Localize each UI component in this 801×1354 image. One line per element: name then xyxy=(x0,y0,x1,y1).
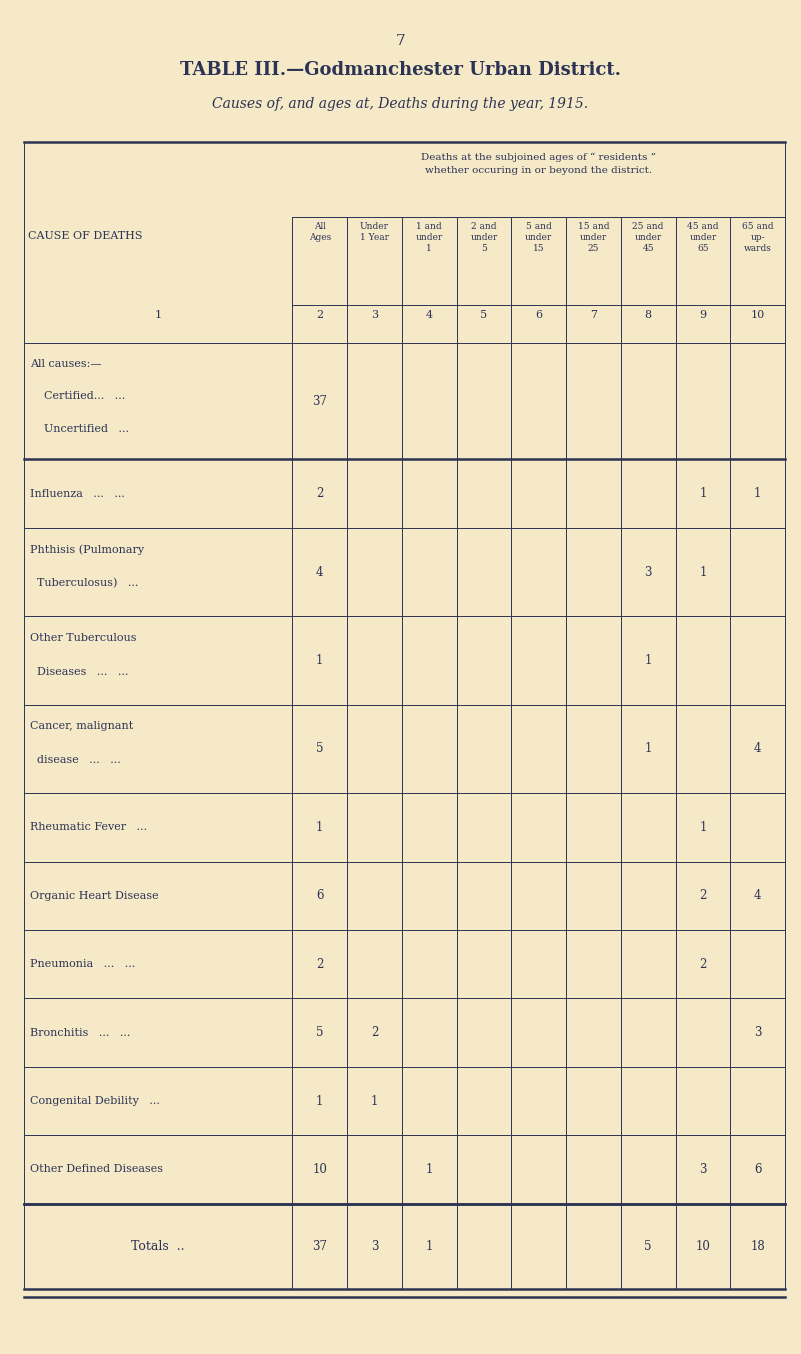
Text: 25 and
under
45: 25 and under 45 xyxy=(633,222,664,253)
Text: 3: 3 xyxy=(644,566,652,578)
Text: Uncertified   ...: Uncertified ... xyxy=(30,424,130,433)
Text: Diseases   ...   ...: Diseases ... ... xyxy=(30,666,129,677)
Text: 6: 6 xyxy=(754,1163,762,1177)
Text: 4: 4 xyxy=(316,566,324,578)
Text: 1: 1 xyxy=(645,654,652,668)
Text: 4: 4 xyxy=(754,890,762,902)
Text: 7: 7 xyxy=(590,310,597,320)
Text: Deaths at the subjoined ages of “ residents ”
whether occuring in or beyond the : Deaths at the subjoined ages of “ reside… xyxy=(421,153,656,175)
Text: CAUSE OF DEATHS: CAUSE OF DEATHS xyxy=(28,230,143,241)
Text: 37: 37 xyxy=(312,394,328,408)
Text: 2: 2 xyxy=(699,957,706,971)
Text: 65 and
up-
wards: 65 and up- wards xyxy=(742,222,773,253)
Text: 5 and
under
15: 5 and under 15 xyxy=(525,222,553,253)
Text: Under
1 Year: Under 1 Year xyxy=(360,222,389,242)
Text: 1: 1 xyxy=(699,821,706,834)
Text: 5: 5 xyxy=(316,1026,324,1039)
Text: 1: 1 xyxy=(754,487,761,500)
Text: 37: 37 xyxy=(312,1240,328,1252)
Text: 2: 2 xyxy=(316,957,324,971)
Text: 6: 6 xyxy=(535,310,542,320)
Text: Rheumatic Fever   ...: Rheumatic Fever ... xyxy=(30,822,147,833)
Text: 10: 10 xyxy=(695,1240,710,1252)
Text: 1: 1 xyxy=(316,1094,324,1108)
Text: Tuberculosus)   ...: Tuberculosus) ... xyxy=(30,578,139,589)
Text: 5: 5 xyxy=(644,1240,652,1252)
Text: 4: 4 xyxy=(754,742,762,756)
Text: 1: 1 xyxy=(316,821,324,834)
Text: 1: 1 xyxy=(155,310,162,320)
Text: 2 and
under
5: 2 and under 5 xyxy=(470,222,497,253)
Text: All
Ages: All Ages xyxy=(308,222,331,242)
Text: 1: 1 xyxy=(425,1240,433,1252)
Text: 3: 3 xyxy=(371,310,378,320)
Text: 18: 18 xyxy=(751,1240,765,1252)
Text: 1: 1 xyxy=(371,1094,378,1108)
Text: 3: 3 xyxy=(754,1026,762,1039)
Text: Certified...   ...: Certified... ... xyxy=(30,391,126,401)
Text: Other Defined Diseases: Other Defined Diseases xyxy=(30,1164,163,1174)
Text: Other Tuberculous: Other Tuberculous xyxy=(30,632,137,643)
Text: 2: 2 xyxy=(316,487,324,500)
Text: Influenza   ...   ...: Influenza ... ... xyxy=(30,489,125,498)
Text: 9: 9 xyxy=(699,310,706,320)
Text: 10: 10 xyxy=(751,310,765,320)
Text: 15 and
under
25: 15 and under 25 xyxy=(578,222,609,253)
Text: Congenital Debility   ...: Congenital Debility ... xyxy=(30,1095,160,1106)
Text: 1: 1 xyxy=(316,654,324,668)
Text: 5: 5 xyxy=(481,310,488,320)
Text: 2: 2 xyxy=(371,1026,378,1039)
Text: Organic Heart Disease: Organic Heart Disease xyxy=(30,891,159,900)
Text: 3: 3 xyxy=(371,1240,378,1252)
Text: 1: 1 xyxy=(699,566,706,578)
Text: 1: 1 xyxy=(425,1163,433,1177)
Text: disease   ...   ...: disease ... ... xyxy=(30,756,121,765)
Text: Pneumonia   ...   ...: Pneumonia ... ... xyxy=(30,959,135,969)
Text: 1 and
under
1: 1 and under 1 xyxy=(416,222,443,253)
Text: 6: 6 xyxy=(316,890,324,902)
Text: 10: 10 xyxy=(312,1163,327,1177)
Text: Bronchitis   ...   ...: Bronchitis ... ... xyxy=(30,1028,131,1037)
Text: Phthisis (Pulmonary: Phthisis (Pulmonary xyxy=(30,544,144,555)
Text: 45 and
under
65: 45 and under 65 xyxy=(687,222,718,253)
Text: All causes:—: All causes:— xyxy=(30,359,102,368)
Text: 8: 8 xyxy=(645,310,652,320)
Text: 4: 4 xyxy=(425,310,433,320)
Text: 3: 3 xyxy=(699,1163,706,1177)
Text: 2: 2 xyxy=(316,310,324,320)
Text: 1: 1 xyxy=(645,742,652,756)
Text: Cancer, malignant: Cancer, malignant xyxy=(30,720,134,731)
Text: 2: 2 xyxy=(699,890,706,902)
Text: Totals  ..: Totals .. xyxy=(131,1240,185,1252)
Text: 7: 7 xyxy=(396,34,405,47)
Text: 5: 5 xyxy=(316,742,324,756)
Text: Causes of, and ages at, Deaths during the year, 1915.: Causes of, and ages at, Deaths during th… xyxy=(212,97,589,111)
Text: TABLE III.—Godmanchester Urban District.: TABLE III.—Godmanchester Urban District. xyxy=(180,61,621,79)
Text: 1: 1 xyxy=(699,487,706,500)
